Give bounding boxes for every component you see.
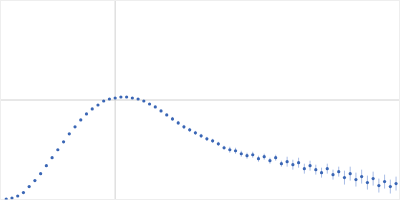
point bbox=[159, 109, 162, 112]
point bbox=[119, 95, 122, 98]
point bbox=[154, 105, 157, 108]
chart bbox=[0, 0, 400, 200]
point bbox=[79, 118, 82, 121]
point bbox=[331, 173, 334, 176]
point bbox=[383, 180, 386, 183]
point bbox=[165, 113, 168, 116]
point bbox=[314, 168, 317, 171]
point bbox=[45, 164, 48, 167]
plot-frame bbox=[1, 1, 400, 200]
point bbox=[200, 134, 203, 137]
point bbox=[171, 117, 174, 120]
point bbox=[360, 175, 363, 178]
point bbox=[68, 132, 71, 135]
point bbox=[182, 125, 185, 128]
point bbox=[377, 184, 380, 187]
point bbox=[297, 161, 300, 164]
data-points bbox=[5, 95, 398, 199]
point bbox=[85, 112, 88, 115]
point bbox=[177, 121, 180, 124]
point bbox=[194, 131, 197, 134]
point bbox=[96, 103, 99, 106]
point bbox=[28, 185, 31, 188]
point bbox=[33, 179, 36, 182]
point bbox=[354, 178, 357, 181]
point bbox=[73, 125, 76, 128]
point bbox=[10, 196, 13, 199]
point bbox=[131, 96, 134, 99]
point bbox=[251, 153, 254, 156]
point bbox=[148, 102, 151, 105]
point bbox=[211, 139, 214, 142]
point bbox=[22, 191, 25, 194]
point bbox=[56, 148, 59, 151]
point bbox=[366, 181, 369, 184]
point bbox=[389, 185, 392, 188]
point bbox=[394, 182, 397, 185]
point bbox=[62, 140, 65, 143]
point bbox=[343, 176, 346, 179]
point bbox=[16, 194, 19, 197]
point bbox=[320, 171, 323, 174]
point bbox=[268, 159, 271, 162]
point bbox=[274, 156, 277, 159]
point bbox=[308, 164, 311, 167]
grid-line-y bbox=[1, 100, 400, 101]
point bbox=[240, 152, 243, 155]
point bbox=[234, 149, 237, 152]
point bbox=[136, 97, 139, 100]
point bbox=[205, 137, 208, 140]
point bbox=[280, 162, 283, 165]
point bbox=[188, 128, 191, 131]
point bbox=[108, 97, 111, 100]
point bbox=[349, 172, 352, 175]
point bbox=[326, 167, 329, 170]
point bbox=[50, 156, 53, 159]
point bbox=[91, 107, 94, 110]
point bbox=[102, 99, 105, 102]
point bbox=[303, 167, 306, 170]
point bbox=[291, 163, 294, 166]
point bbox=[257, 157, 260, 160]
point bbox=[286, 160, 289, 163]
point bbox=[142, 99, 145, 102]
point bbox=[372, 177, 375, 180]
point bbox=[217, 142, 220, 145]
point bbox=[245, 154, 248, 157]
point bbox=[263, 155, 266, 158]
point bbox=[125, 95, 128, 98]
point bbox=[5, 197, 8, 199]
point bbox=[39, 172, 42, 175]
point bbox=[222, 146, 225, 149]
point bbox=[337, 170, 340, 173]
point bbox=[228, 148, 231, 151]
point bbox=[114, 96, 117, 99]
